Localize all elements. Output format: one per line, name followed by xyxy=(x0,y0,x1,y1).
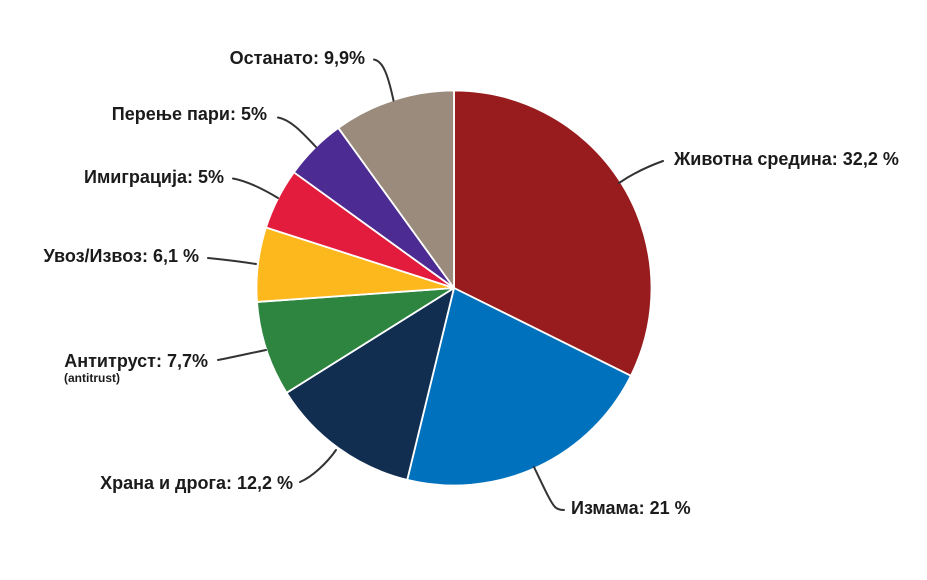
svg-text:Перење пари: 5%: Перење пари: 5% xyxy=(112,104,267,124)
svg-text:Имиграција: 5%: Имиграција: 5% xyxy=(84,167,224,187)
svg-text:Увоз/Извоз: 6,1 %: Увоз/Извоз: 6,1 % xyxy=(44,246,200,266)
svg-text:Храна и дрога: 12,2 %: Храна и дрога: 12,2 % xyxy=(100,473,293,493)
svg-text:Останато: 9,9%: Останато: 9,9% xyxy=(230,48,365,68)
svg-text:(antitrust): (antitrust) xyxy=(64,371,120,385)
svg-text:Животна средина: 32,2 %: Животна средина: 32,2 % xyxy=(673,149,899,169)
svg-text:Измама: 21 %: Измама: 21 % xyxy=(571,498,691,518)
svg-text:Антитруст: 7,7%: Антитруст: 7,7% xyxy=(64,351,208,371)
